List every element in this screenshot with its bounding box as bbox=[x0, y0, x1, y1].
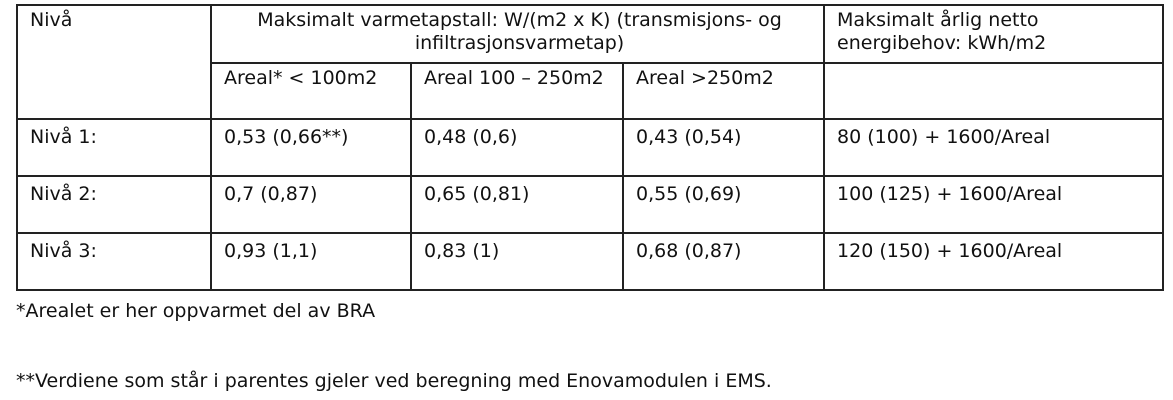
subheader-cell: Areal >250m2 bbox=[621, 62, 826, 120]
table-cell: 80 (100) + 1600/Areal bbox=[823, 118, 1165, 177]
empty-cell bbox=[823, 62, 1165, 120]
table-cell: 100 (125) + 1600/Areal bbox=[823, 175, 1165, 234]
table-cell: 0,55 (0,69) bbox=[621, 175, 826, 234]
table-row: Nivå 2: 0,7 (0,87) 0,65 (0,81) 0,55 (0,69) 1… bbox=[16, 175, 1165, 234]
table-cell: 0,68 (0,87) bbox=[621, 232, 826, 291]
table-row: Nivå 1: 0,53 (0,66**) 0,48 (0,6) 0,43 (0,54… bbox=[16, 118, 1165, 177]
header-row: Nivå Maksimalt varmetapstall: W/(m2 x K) … bbox=[16, 4, 1165, 120]
table-cell: Nivå 1: bbox=[16, 118, 212, 177]
table-row: Nivå 3: 0,93 (1,1) 0,83 (1) 0,68 (0,87) 120 … bbox=[16, 232, 1165, 291]
table-cell: 0,53 (0,66**) bbox=[210, 118, 412, 177]
subheader-cell: Areal* < 100m2 bbox=[210, 62, 412, 120]
table-cell: Nivå 3: bbox=[16, 232, 212, 291]
subheader-row: Areal* < 100m2 Areal 100 – 250m2 Areal >25… bbox=[17, 62, 1165, 120]
header-cell: Nivå bbox=[16, 4, 212, 120]
header-cell: Maksimalt varmetapstall: W/(m2 x K) (tra… bbox=[209, 4, 826, 64]
table-cell: 0,7 (0,87) bbox=[210, 175, 412, 234]
requirements-table: Nivå Maksimalt varmetapstall: W/(m2 x K) … bbox=[16, 4, 1165, 291]
subheader-cell: Areal 100 – 250m2 bbox=[410, 62, 624, 120]
footnote: *Arealet er her oppvarmet del av BRA bbox=[16, 300, 376, 322]
table-cell: 0,43 (0,54) bbox=[621, 118, 826, 177]
table-cell: 0,93 (1,1) bbox=[210, 232, 412, 291]
table-cell: 120 (150) + 1600/Areal bbox=[823, 232, 1165, 291]
table-cell: 0,48 (0,6) bbox=[410, 118, 624, 177]
table-cell: Nivå 2: bbox=[16, 175, 212, 234]
table-cell: 0,83 (1) bbox=[410, 232, 624, 291]
table-cell: 0,65 (0,81) bbox=[410, 175, 624, 234]
footnote: **Verdiene som står i parentes gjeler ve… bbox=[16, 370, 772, 392]
header-cell: Maksimalt årlig netto energibehov: kWh/m… bbox=[823, 4, 1165, 64]
